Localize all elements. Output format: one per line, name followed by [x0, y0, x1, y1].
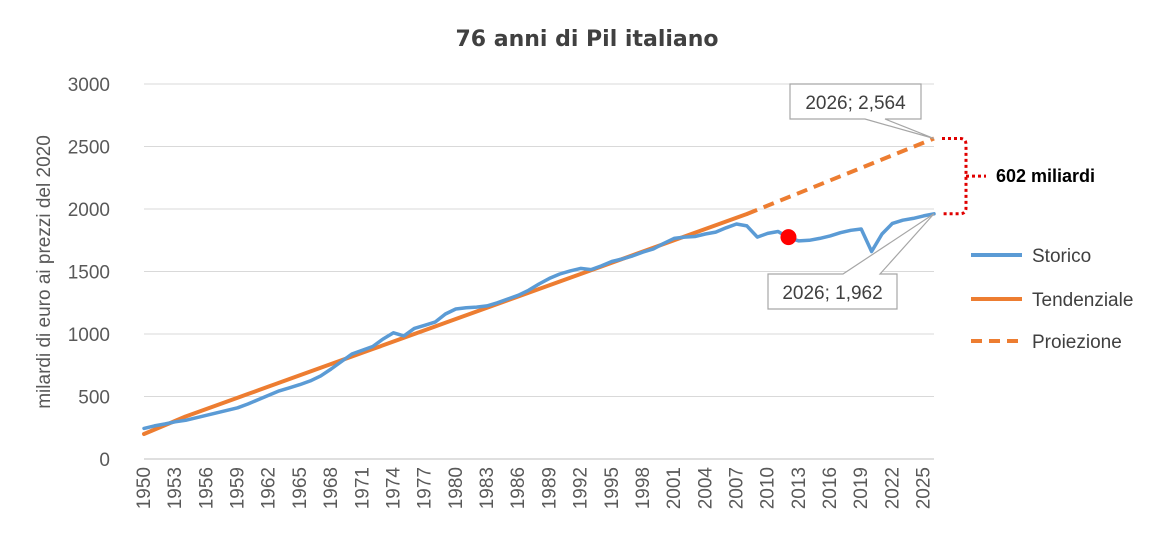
- gap-bracket-shape: [942, 137, 968, 216]
- callout-top-box: [789, 83, 935, 140]
- chart-title: 76 anni di Pil italiano: [455, 27, 718, 52]
- highlight-points: [780, 229, 797, 246]
- legend-storico-label: Storico: [1032, 246, 1091, 267]
- x-tick-label: 1950: [134, 467, 155, 509]
- gap-bracket: 602 miliardi: [942, 137, 1095, 216]
- x-tick-label: 2022: [882, 467, 903, 509]
- x-tick-labels: 1950 1953 1956 1959 1962 1965 1968 1971 1974 1977…: [134, 467, 935, 510]
- x-tick-label: 1980: [446, 467, 467, 509]
- x-tick-label: 1956: [196, 467, 217, 509]
- x-tick-label: 1953: [165, 467, 186, 509]
- y-tick-label: 2500: [68, 138, 110, 159]
- x-tick-label: 2001: [664, 467, 685, 509]
- x-tick-label: 1971: [352, 467, 373, 509]
- series-lines: [142, 136, 936, 436]
- x-tick-label: 2016: [820, 467, 841, 509]
- x-tick-label: 1959: [228, 467, 249, 509]
- x-tick-label: 1974: [383, 467, 404, 510]
- x-tick-label: 1998: [633, 467, 654, 509]
- x-tick-label: 1968: [321, 467, 342, 509]
- x-tick-label: 2010: [758, 467, 779, 509]
- x-tick-label: 2013: [789, 467, 810, 509]
- series-storico-line: [142, 212, 936, 431]
- x-tick-label: 1989: [539, 467, 560, 509]
- callout-bottom-box: [767, 213, 935, 310]
- legend-tendenziale-label: Tendenziale: [1032, 290, 1133, 311]
- y-tick-label: 500: [78, 388, 110, 409]
- legend-proiezione-label: Proiezione: [1032, 332, 1122, 353]
- y-tick-label: 3000: [68, 75, 110, 96]
- x-tick-label: 1995: [602, 467, 623, 509]
- series-proiezione-line: [746, 136, 935, 216]
- x-tick-label: 2004: [695, 467, 716, 510]
- highlight-point: [780, 229, 797, 246]
- callouts: 2026; 2,564 2026; 1,962: [767, 83, 935, 310]
- y-tick-label: 2000: [68, 200, 110, 221]
- legend: Storico Tendenziale Proiezione: [971, 246, 1133, 353]
- y-axis-label: milardi di euro ai prezzi del 2020: [34, 135, 55, 409]
- y-tick-labels: 0 500 1000 1500 2000 2500 3000: [68, 75, 110, 471]
- x-tick-label: 1992: [571, 467, 592, 509]
- x-tick-label: 2025: [914, 467, 935, 509]
- callout-bottom-label: 2026; 1,962: [782, 283, 882, 304]
- x-tick-label: 2019: [851, 467, 872, 509]
- x-tick-label: 1983: [477, 467, 498, 509]
- gap-label: 602 miliardi: [996, 166, 1095, 186]
- y-tick-label: 1500: [68, 263, 110, 284]
- x-tick-label: 1986: [508, 467, 529, 509]
- callout-top-label: 2026; 2,564: [805, 93, 906, 114]
- x-tick-label: 2007: [727, 467, 748, 509]
- y-tick-label: 0: [99, 450, 110, 471]
- gridlines: [144, 83, 934, 397]
- y-tick-label: 1000: [68, 325, 110, 346]
- x-tick-label: 1965: [290, 467, 311, 509]
- x-tick-label: 1977: [415, 467, 436, 509]
- x-tick-label: 1962: [259, 467, 280, 509]
